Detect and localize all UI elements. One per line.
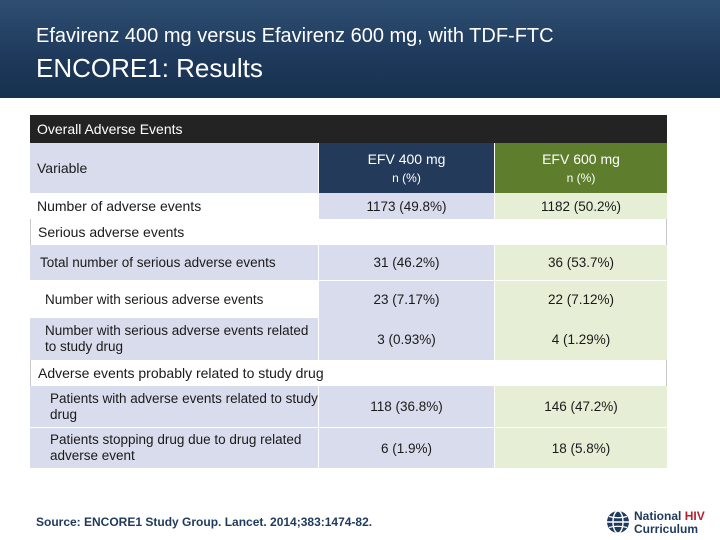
efv400-value: 23 (7.17%) — [318, 281, 494, 318]
column-header-efv600: EFV 600 mg n (%) — [494, 143, 667, 193]
logo-text: National HIV Curriculum — [634, 510, 705, 536]
efv600-value: 4 (1.29%) — [494, 318, 667, 360]
efv400-value: 31 (46.2%) — [318, 245, 494, 280]
efv400-value: 118 (36.8%) — [318, 386, 494, 427]
column-header-efv400-label: EFV 400 mg — [367, 151, 446, 167]
efv600-value: 1182 (50.2%) — [494, 193, 667, 219]
efv600-value: 36 (53.7%) — [494, 245, 667, 280]
table-row: Patients with adverse events related to … — [30, 386, 667, 428]
table-row: Number with serious adverse events relat… — [30, 318, 667, 360]
slide-header: Efavirenz 400 mg versus Efavirenz 600 mg… — [0, 0, 720, 98]
column-header-variable: Variable — [30, 143, 318, 193]
efv400-value: 1173 (49.8%) — [318, 193, 494, 219]
row-label: Number with serious adverse events — [30, 281, 318, 318]
logo-globe-icon — [607, 510, 629, 534]
logo-line1-accent: HIV — [684, 509, 705, 523]
efv600-value: 146 (47.2%) — [494, 386, 667, 427]
section-related-adverse-events: Adverse events probably related to study… — [30, 360, 667, 386]
source-citation: Source: ENCORE1 Study Group. Lancet. 201… — [36, 515, 373, 529]
row-label: Patients with adverse events related to … — [30, 386, 318, 427]
table-row: Patients stopping drug due to drug relat… — [30, 428, 667, 468]
table-row: Number of adverse events 1173 (49.8%) 11… — [30, 193, 667, 219]
row-label: Number with serious adverse events relat… — [30, 318, 318, 360]
table-row: Number with serious adverse events 23 (7… — [30, 281, 667, 318]
logo-line2: Curriculum — [634, 522, 699, 536]
logo-line1: National — [634, 509, 682, 523]
table-row: Total number of serious adverse events 3… — [30, 245, 667, 281]
adverse-events-table: Overall Adverse Events Variable EFV 400 … — [30, 115, 667, 468]
column-header-efv400-unit: n (%) — [392, 171, 421, 185]
row-label: Total number of serious adverse events — [30, 245, 318, 280]
table-header-row: Variable EFV 400 mg n (%) EFV 600 mg n (… — [30, 143, 667, 193]
efv600-value: 22 (7.12%) — [494, 281, 667, 318]
slide-subtitle: Efavirenz 400 mg versus Efavirenz 600 mg… — [36, 25, 554, 47]
national-hiv-curriculum-logo: National HIV Curriculum — [606, 509, 716, 539]
row-label: Number of adverse events — [30, 193, 318, 219]
slide-title: ENCORE1: Results — [36, 53, 263, 83]
column-header-efv600-unit: n (%) — [566, 171, 596, 185]
efv600-value: 18 (5.8%) — [494, 428, 667, 468]
row-label: Patients stopping drug due to drug relat… — [30, 428, 318, 468]
column-header-efv600-label: EFV 600 mg — [542, 151, 620, 167]
efv400-value: 3 (0.93%) — [318, 318, 494, 360]
column-header-efv400: EFV 400 mg n (%) — [318, 143, 494, 193]
efv400-value: 6 (1.9%) — [318, 428, 494, 468]
section-serious-adverse-events: Serious adverse events — [30, 219, 667, 245]
table-title: Overall Adverse Events — [30, 115, 667, 143]
